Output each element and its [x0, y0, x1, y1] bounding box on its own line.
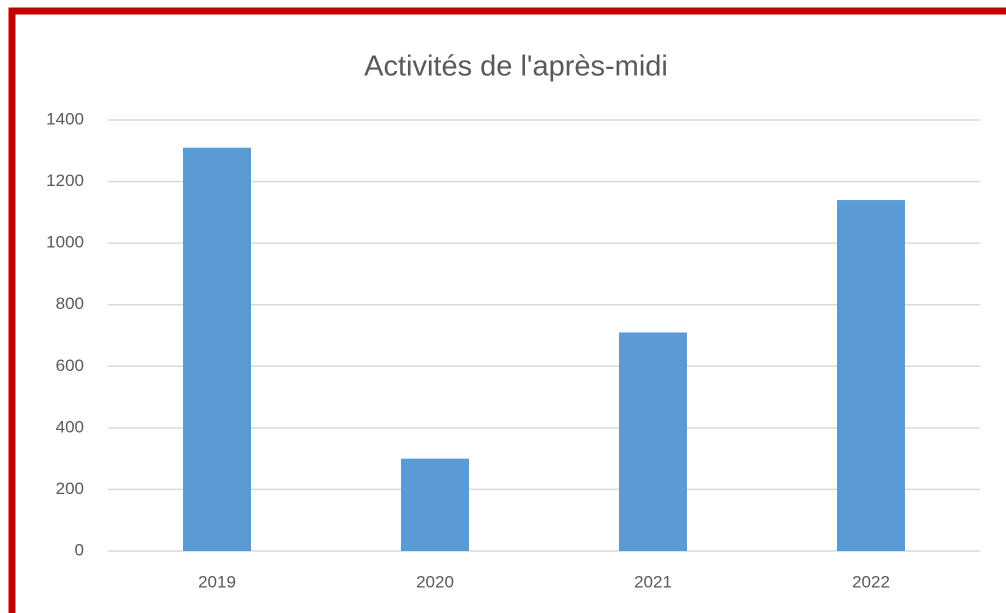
y-tick-label: 1000: [46, 233, 84, 252]
frame: [8, 7, 1006, 613]
bar: [837, 200, 905, 552]
y-tick-label: 800: [56, 294, 84, 313]
y-tick-label: 400: [56, 417, 84, 436]
x-tick-label: 2022: [852, 572, 890, 591]
x-tick-label: 2020: [416, 572, 454, 591]
y-tick-label: 1200: [46, 171, 84, 190]
x-tick-label: 2019: [198, 572, 236, 591]
bar: [619, 332, 687, 551]
y-tick-label: 600: [56, 356, 84, 375]
y-tick-label: 200: [56, 479, 84, 498]
y-tick-label: 1400: [46, 109, 84, 128]
x-tick-label: 2021: [634, 572, 672, 591]
bar: [401, 458, 469, 551]
y-tick-label: 0: [75, 540, 84, 559]
bar: [183, 147, 251, 551]
chart-title: Activités de l'après-midi: [364, 51, 668, 83]
